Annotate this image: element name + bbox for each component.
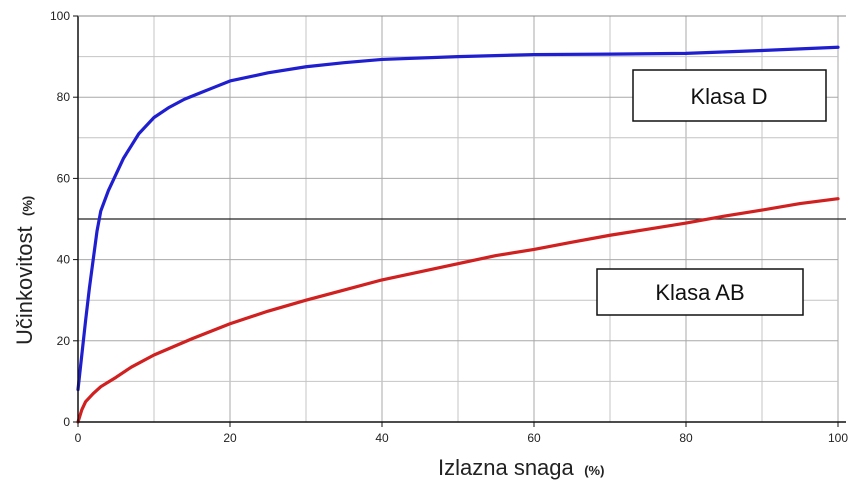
x-tick-label: 40	[375, 431, 389, 445]
ticks-layer: 0 20 40 60 80 100 0 20 40 60 80 100	[50, 9, 848, 445]
x-tick-label: 60	[527, 431, 541, 445]
series-layer	[76, 45, 840, 424]
y-tick-label: 60	[57, 171, 71, 185]
y-tick-label: 40	[57, 253, 71, 267]
y-axis-title: Učinkovitost (%)	[12, 196, 37, 345]
legend-box-klasa-d: Klasa D	[632, 69, 827, 122]
y-tick-label: 20	[57, 334, 71, 348]
legend-label-klasa-d: Klasa D	[690, 84, 767, 109]
x-tick-label: 80	[679, 431, 693, 445]
y-axis-title-unit: (%)	[20, 196, 35, 216]
legend-box-klasa-d-frame	[632, 69, 827, 122]
x-tick-label: 20	[223, 431, 237, 445]
series-line-klasa-d	[76, 45, 840, 392]
x-axis-title-text: Izlazna snaga	[438, 455, 575, 480]
y-tick-label: 100	[50, 9, 70, 23]
series-line-klasa-ab	[76, 197, 840, 424]
y-tick-label: 0	[63, 415, 70, 429]
y-tick-label: 80	[57, 90, 71, 104]
x-axis-title-unit: (%)	[584, 463, 604, 478]
legend-box-klasa-ab-frame	[596, 268, 804, 316]
legend-label-klasa-ab: Klasa AB	[655, 280, 744, 305]
axes-layer	[77, 15, 846, 423]
y-axis-title-text: Učinkovitost	[12, 226, 37, 345]
legend-box-klasa-ab: Klasa AB	[596, 268, 804, 316]
x-tick-label: 0	[75, 431, 82, 445]
x-axis-title: Izlazna snaga (%)	[438, 455, 604, 480]
x-tick-label: 100	[828, 431, 848, 445]
